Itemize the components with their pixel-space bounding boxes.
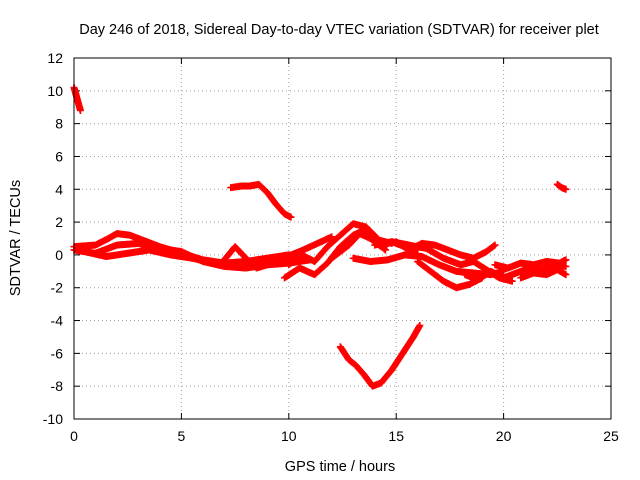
x-tick-label: 0 — [70, 428, 78, 444]
chart-title: Day 246 of 2018, Sidereal Day-to-day VTE… — [79, 22, 599, 38]
y-tick-label: -4 — [51, 313, 64, 329]
y-tick-label: 8 — [55, 116, 63, 132]
y-tick-label: -6 — [51, 345, 64, 361]
y-tick-label: 2 — [55, 214, 63, 230]
series-arc-15 — [414, 257, 486, 292]
series-arc-17 — [491, 256, 570, 272]
y-tick-label: 12 — [47, 50, 63, 66]
data-point — [347, 221, 355, 229]
data-point — [489, 243, 497, 251]
series-arc-18 — [517, 266, 570, 282]
series-arc-3 — [553, 180, 570, 193]
series-arc-2 — [227, 180, 295, 221]
y-tick-label: -8 — [51, 378, 64, 394]
series-arc-16 — [461, 261, 570, 284]
y-axis-label: SDTVAR / TECUs — [8, 180, 24, 296]
series-arc-8 — [220, 243, 304, 272]
data-point — [327, 233, 335, 241]
plot-frame — [73, 57, 612, 420]
x-tick-label: 5 — [178, 428, 186, 444]
y-tick-label: -2 — [51, 280, 64, 296]
x-axis-label: GPS time / hours — [285, 459, 395, 475]
series-arc-4 — [336, 321, 424, 390]
x-tick-label: 10 — [281, 428, 297, 444]
data-point — [561, 185, 569, 193]
data-point — [490, 242, 498, 250]
data-points — [70, 84, 570, 390]
x-tick-label: 25 — [603, 428, 619, 444]
x-tick-label: 20 — [496, 428, 512, 444]
grid — [73, 57, 612, 420]
y-tick-label: 6 — [55, 148, 63, 164]
data-point — [415, 323, 423, 331]
y-tick-label: 4 — [55, 181, 63, 197]
y-tick-label: 0 — [55, 247, 63, 263]
data-point — [561, 270, 569, 278]
data-point — [76, 105, 84, 113]
series-arc-1 — [70, 84, 84, 115]
tick-labels: 0 5 10 15 20 25 -10 -8 -6 -4 -2 0 2 4 6 8 10 12 — [43, 50, 619, 444]
x-tick-label: 15 — [388, 428, 404, 444]
series-arc-14 — [392, 238, 499, 262]
y-tick-label: -10 — [43, 411, 63, 427]
y-tick-label: 10 — [47, 83, 63, 99]
data-point — [286, 213, 294, 221]
data-point — [561, 256, 569, 264]
